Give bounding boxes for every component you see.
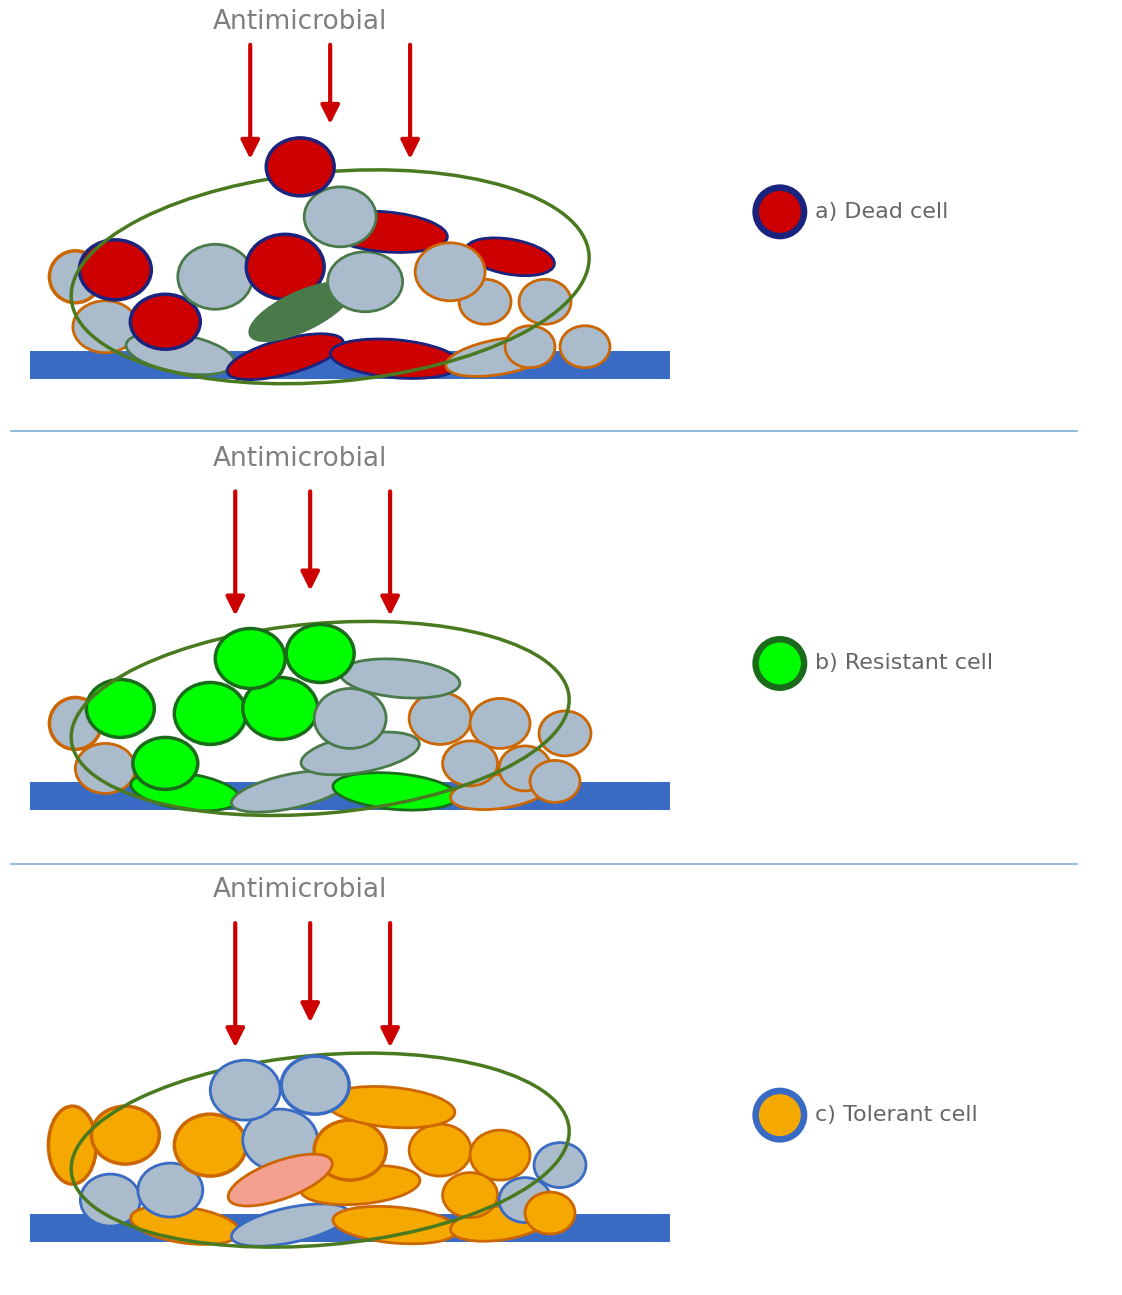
Ellipse shape xyxy=(442,1172,497,1217)
Ellipse shape xyxy=(266,137,334,196)
Ellipse shape xyxy=(227,334,343,379)
Ellipse shape xyxy=(242,677,318,739)
Ellipse shape xyxy=(246,234,324,299)
Ellipse shape xyxy=(242,1109,318,1171)
Ellipse shape xyxy=(758,1094,801,1136)
Ellipse shape xyxy=(530,760,580,803)
Ellipse shape xyxy=(466,238,554,276)
Ellipse shape xyxy=(314,689,386,749)
Ellipse shape xyxy=(73,300,138,352)
Bar xyxy=(30,782,670,811)
Ellipse shape xyxy=(758,642,801,685)
Ellipse shape xyxy=(48,1106,96,1184)
Bar xyxy=(30,1215,670,1242)
Ellipse shape xyxy=(138,1163,203,1217)
Ellipse shape xyxy=(132,737,197,790)
Ellipse shape xyxy=(534,1142,586,1188)
Bar xyxy=(30,351,670,378)
Ellipse shape xyxy=(80,240,151,299)
Ellipse shape xyxy=(519,280,571,324)
Ellipse shape xyxy=(499,746,551,791)
Ellipse shape xyxy=(330,339,460,378)
Ellipse shape xyxy=(560,326,610,368)
Ellipse shape xyxy=(49,251,101,303)
Ellipse shape xyxy=(304,186,376,247)
Ellipse shape xyxy=(451,1204,550,1241)
Ellipse shape xyxy=(228,1154,332,1206)
Ellipse shape xyxy=(410,1124,471,1176)
Ellipse shape xyxy=(340,659,460,698)
Ellipse shape xyxy=(75,743,136,794)
Ellipse shape xyxy=(525,1193,574,1234)
Ellipse shape xyxy=(314,1120,386,1180)
Ellipse shape xyxy=(131,1206,240,1244)
Ellipse shape xyxy=(753,184,808,240)
Ellipse shape xyxy=(174,682,246,745)
Ellipse shape xyxy=(174,1114,246,1176)
Ellipse shape xyxy=(91,1106,159,1164)
Text: Antimicrobial: Antimicrobial xyxy=(213,445,387,471)
Ellipse shape xyxy=(286,624,355,682)
Ellipse shape xyxy=(328,251,403,312)
Text: b) Resistant cell: b) Resistant cell xyxy=(815,654,993,673)
Text: c) Tolerant cell: c) Tolerant cell xyxy=(815,1105,977,1125)
Ellipse shape xyxy=(131,772,240,811)
Ellipse shape xyxy=(758,190,801,233)
Ellipse shape xyxy=(250,282,351,341)
Ellipse shape xyxy=(126,333,234,374)
Ellipse shape xyxy=(86,680,155,737)
Ellipse shape xyxy=(215,628,285,689)
Ellipse shape xyxy=(753,636,808,692)
Ellipse shape xyxy=(81,1175,140,1226)
Text: Antimicrobial: Antimicrobial xyxy=(213,9,387,35)
Ellipse shape xyxy=(231,771,349,812)
Ellipse shape xyxy=(470,1131,530,1180)
Ellipse shape xyxy=(231,1204,349,1246)
Ellipse shape xyxy=(282,1057,349,1114)
Ellipse shape xyxy=(49,698,101,750)
Ellipse shape xyxy=(539,711,591,756)
Ellipse shape xyxy=(301,732,420,774)
Ellipse shape xyxy=(470,698,530,749)
Ellipse shape xyxy=(451,773,550,809)
Ellipse shape xyxy=(177,245,252,310)
Ellipse shape xyxy=(130,294,201,350)
Ellipse shape xyxy=(323,211,448,253)
Text: Antimicrobial: Antimicrobial xyxy=(213,877,387,904)
Ellipse shape xyxy=(410,693,471,745)
Ellipse shape xyxy=(415,243,485,300)
Ellipse shape xyxy=(445,337,554,377)
Ellipse shape xyxy=(333,773,458,811)
Ellipse shape xyxy=(459,280,511,324)
Text: a) Dead cell: a) Dead cell xyxy=(815,202,948,221)
Ellipse shape xyxy=(333,1207,458,1243)
Ellipse shape xyxy=(499,1177,551,1222)
Ellipse shape xyxy=(210,1061,280,1120)
Ellipse shape xyxy=(505,326,555,368)
Ellipse shape xyxy=(325,1087,454,1128)
Ellipse shape xyxy=(442,741,497,786)
Ellipse shape xyxy=(301,1166,420,1204)
Ellipse shape xyxy=(753,1088,808,1142)
